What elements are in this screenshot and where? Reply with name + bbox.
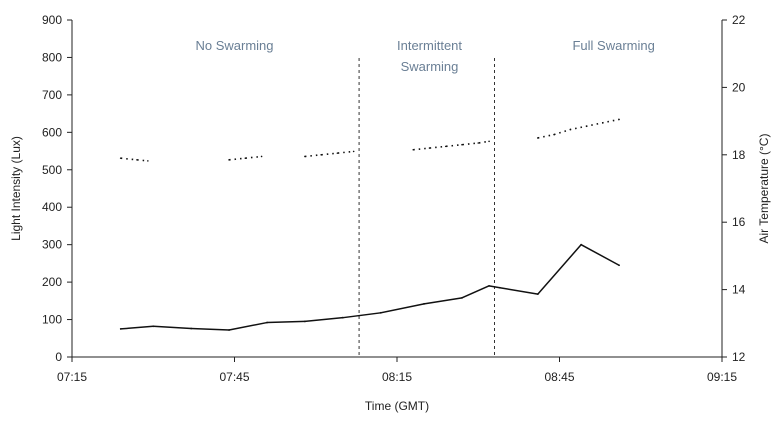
x-tick-label: 08:45 [544, 370, 574, 384]
air-temperature-point [244, 157, 247, 159]
air-temperature-segment [304, 150, 354, 158]
light-intensity-point [536, 293, 539, 295]
light-intensity-segment [461, 285, 490, 299]
air-temperature-point [147, 160, 149, 162]
right-y-tick-label: 12 [732, 350, 746, 364]
light-intensity-point [190, 327, 193, 330]
air-temperature-point [320, 154, 322, 156]
light-intensity-segment [423, 297, 463, 305]
light-intensity-point [341, 316, 344, 319]
light-intensity-point [119, 328, 122, 330]
air-temperature-point [585, 125, 588, 127]
air-temperature-point [618, 118, 620, 121]
light-intensity-point [618, 264, 620, 267]
left-y-tick-label: 500 [42, 163, 62, 177]
light-intensity-segment [153, 325, 192, 330]
air-temperature-segment [120, 157, 148, 162]
light-intensity-point [379, 311, 382, 314]
x-tick-label: 09:15 [707, 370, 737, 384]
right-y-tick-label: 18 [732, 148, 746, 162]
right-y-tick-label: 20 [732, 80, 746, 94]
phase-label: No Swarming [195, 38, 273, 53]
light-intensity-point [152, 325, 155, 328]
light-intensity-point [580, 243, 583, 246]
left-y-tick-label: 100 [42, 313, 62, 327]
light-intensity-segment [580, 244, 620, 266]
x-tick-label: 07:45 [219, 370, 249, 384]
air-temperature-segment [413, 140, 490, 151]
air-temperature-point [569, 128, 572, 131]
x-tick-label: 08:15 [382, 370, 412, 384]
air-temperature-point [136, 159, 138, 161]
light-intensity-segment [266, 320, 305, 324]
air-temperature-point [412, 148, 415, 151]
left-y-tick-label: 0 [55, 350, 62, 364]
light-intensity-segment [499, 286, 538, 295]
phase-label: Swarming [401, 59, 459, 74]
air-temperature-point [477, 142, 480, 144]
air-temperature-segment [537, 118, 620, 139]
air-temperature-point [602, 121, 604, 124]
light-intensity-point [423, 302, 425, 305]
light-intensity-point [304, 320, 306, 323]
left-y-tick-label: 900 [42, 13, 62, 27]
light-intensity-point [488, 284, 490, 287]
right-y-axis-title: Air Temperature (°C) [757, 134, 771, 244]
left-y-tick-label: 200 [42, 275, 62, 289]
air-temperature-point [461, 143, 463, 146]
left-y-tick-label: 700 [42, 88, 62, 102]
phase-label: Full Swarming [572, 38, 654, 53]
air-temperature-point [352, 150, 355, 153]
light-intensity-segment [537, 244, 582, 295]
light-intensity-segment [120, 325, 154, 330]
light-intensity-point [499, 286, 501, 289]
left-y-tick-label: 800 [42, 50, 62, 64]
left-y-tick-label: 300 [42, 238, 62, 252]
air-temperature-point [260, 155, 263, 158]
air-temperature-point [304, 155, 306, 158]
light-intensity-point [266, 321, 268, 324]
right-y-tick-label: 14 [732, 283, 746, 297]
x-tick-label: 07:15 [57, 370, 87, 384]
left-y-axis-title: Light Intensity (Lux) [9, 136, 23, 241]
air-temperature-point [553, 133, 555, 136]
phase-label: Intermittent [397, 38, 462, 53]
left-y-tick-label: 400 [42, 200, 62, 214]
right-y-tick-label: 22 [732, 13, 746, 27]
light-intensity-point [228, 329, 230, 331]
air-temperature-point [444, 145, 447, 148]
light-intensity-segment [488, 285, 501, 289]
light-intensity-point [461, 296, 463, 299]
air-temperature-point [336, 152, 339, 154]
light-intensity-segment [342, 312, 381, 319]
air-temperature-point [228, 159, 230, 161]
x-axis-title: Time (GMT) [365, 399, 429, 413]
air-temperature-point [428, 147, 431, 149]
light-intensity-segment [228, 321, 268, 331]
air-temperature-point [537, 137, 539, 139]
light-intensity-segment [304, 316, 343, 323]
left-y-tick-label: 600 [42, 125, 62, 139]
air-temperature-point [119, 157, 122, 159]
light-intensity-segment [191, 327, 230, 331]
air-temperature-point [488, 140, 490, 143]
light-intensity-segment [380, 303, 425, 314]
right-y-tick-label: 16 [732, 215, 746, 229]
